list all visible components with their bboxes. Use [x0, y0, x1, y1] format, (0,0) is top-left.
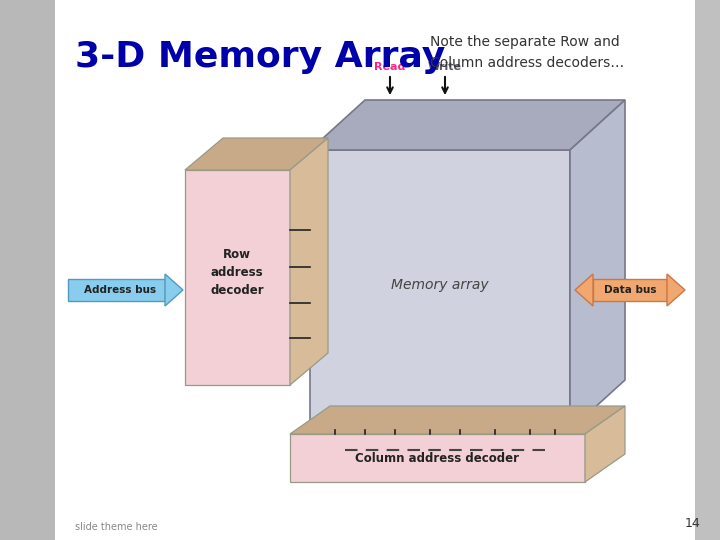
Polygon shape — [570, 100, 625, 430]
Polygon shape — [0, 0, 55, 540]
Polygon shape — [575, 274, 593, 306]
Polygon shape — [185, 138, 328, 170]
Text: Memory array: Memory array — [391, 278, 489, 292]
Text: 3-D Memory Array: 3-D Memory Array — [75, 40, 445, 74]
Polygon shape — [165, 274, 183, 306]
Polygon shape — [585, 406, 625, 482]
Polygon shape — [55, 0, 720, 540]
Polygon shape — [68, 279, 165, 301]
Polygon shape — [310, 100, 625, 150]
Polygon shape — [695, 0, 720, 540]
Polygon shape — [667, 274, 685, 306]
Text: slide theme here: slide theme here — [75, 522, 158, 532]
Polygon shape — [290, 138, 328, 385]
Text: Note the separate Row and
Column address decoders…: Note the separate Row and Column address… — [430, 35, 624, 70]
Text: Write: Write — [428, 62, 462, 72]
Polygon shape — [290, 406, 625, 434]
Polygon shape — [310, 150, 570, 430]
Text: Row
address
decoder: Row address decoder — [210, 248, 264, 298]
Polygon shape — [593, 279, 667, 301]
Text: 14: 14 — [684, 517, 700, 530]
Text: Data bus: Data bus — [604, 285, 656, 295]
Polygon shape — [290, 434, 585, 482]
Text: Address bus: Address bus — [84, 285, 156, 295]
Text: Read: Read — [374, 62, 405, 72]
Text: Column address decoder: Column address decoder — [355, 451, 519, 464]
Polygon shape — [185, 170, 290, 385]
